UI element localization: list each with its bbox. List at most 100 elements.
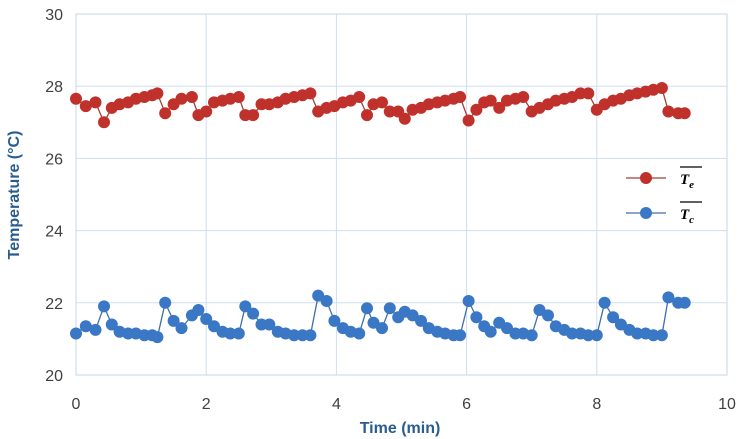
data-point-Tc <box>647 329 660 342</box>
data-point-Te <box>655 82 668 94</box>
data-point-Tc <box>320 295 333 307</box>
data-point-Te <box>517 91 530 103</box>
data-point-Tc <box>361 302 373 315</box>
data-point-Tc <box>263 318 276 331</box>
data-point-Te <box>383 105 396 118</box>
data-point-Tc <box>224 327 237 340</box>
y-tick-label: 20 <box>45 368 63 385</box>
data-point-Tc <box>200 313 213 325</box>
data-point-Tc <box>631 327 644 340</box>
data-point-Te <box>70 92 82 105</box>
data-point-Te <box>353 91 366 103</box>
legend-label-main: T <box>680 207 690 223</box>
data-point-Te <box>159 107 172 120</box>
x-tick-label: 10 <box>718 396 736 413</box>
data-point-Tc <box>542 309 554 322</box>
legend-marker <box>640 207 652 219</box>
data-point-Te <box>454 91 467 103</box>
x-tick-label: 8 <box>592 396 601 413</box>
gridlines <box>75 13 728 376</box>
x-axis-title: Time (min) <box>360 420 441 437</box>
data-point-Tc <box>239 300 252 313</box>
series-Te <box>70 82 691 129</box>
data-point-Tc <box>484 325 497 338</box>
data-point-Tc <box>462 295 475 307</box>
y-axis-title: Temperature (°C) <box>6 131 23 260</box>
data-point-Tc <box>590 329 603 342</box>
data-point-Tc <box>304 329 317 342</box>
data-point-Te <box>247 109 260 122</box>
y-tick-label: 30 <box>45 7 63 24</box>
data-point-Tc <box>232 327 245 340</box>
x-tick-label: 4 <box>332 396 341 413</box>
data-point-Te <box>79 100 92 113</box>
legend-label: Te <box>680 172 694 191</box>
data-point-Tc <box>383 302 396 315</box>
y-tick-label: 28 <box>45 79 63 96</box>
data-point-Te <box>89 96 102 109</box>
data-point-Tc <box>566 327 579 340</box>
data-point-Tc <box>105 318 118 331</box>
data-point-Tc <box>89 323 102 336</box>
plot-border <box>75 13 728 376</box>
data-point-Te <box>304 87 317 100</box>
data-point-Tc <box>607 311 620 324</box>
data-point-Tc <box>655 329 668 342</box>
data-point-Te <box>175 92 188 105</box>
series-Tc <box>70 289 691 344</box>
x-tick-label: 2 <box>202 396 211 413</box>
data-point-Te <box>232 91 245 103</box>
data-point-Te <box>200 105 213 118</box>
data-point-Te <box>361 109 373 122</box>
data-point-Tc <box>159 296 172 309</box>
data-point-Tc <box>614 318 627 331</box>
data-point-Te <box>678 107 691 120</box>
data-point-Te <box>484 94 497 107</box>
data-point-Tc <box>470 311 483 324</box>
y-tick-label: 24 <box>45 224 63 241</box>
data-point-Tc <box>662 291 675 304</box>
data-point-Tc <box>79 320 92 333</box>
data-point-Tc <box>376 322 388 335</box>
data-point-Te <box>470 103 483 116</box>
data-point-Te <box>398 112 411 125</box>
data-point-Te <box>662 105 675 118</box>
legend-label-sub: e <box>689 179 694 191</box>
data-point-Tc <box>328 314 341 327</box>
legend-label-sub: c <box>689 214 694 226</box>
x-tick-label: 6 <box>462 396 471 413</box>
data-point-Tc <box>175 322 188 335</box>
data-point-Tc <box>247 307 260 320</box>
data-point-Tc <box>533 304 546 316</box>
y-tick-label: 22 <box>45 296 63 313</box>
data-point-Tc <box>70 327 82 340</box>
data-point-Tc <box>678 296 691 309</box>
data-point-Tc <box>288 329 301 342</box>
legend-label-main: T <box>680 172 690 188</box>
legend-label: Tc <box>680 207 694 226</box>
data-point-Tc <box>415 314 427 327</box>
data-point-Tc <box>98 300 110 313</box>
x-tick-label: 0 <box>72 396 81 413</box>
data-point-Tc <box>353 327 366 340</box>
data-point-Te <box>98 116 110 129</box>
y-tick-label: 26 <box>45 151 63 168</box>
data-point-Te <box>462 114 475 127</box>
series-layer <box>70 82 691 344</box>
data-point-Te <box>151 87 164 100</box>
data-point-Tc <box>598 296 611 309</box>
data-point-Tc <box>192 304 205 316</box>
data-point-Te <box>185 91 198 103</box>
data-point-Tc <box>367 316 380 329</box>
data-point-Tc <box>151 331 164 344</box>
legend-marker <box>640 172 652 184</box>
data-point-Tc <box>525 329 538 342</box>
data-point-Te <box>582 87 595 100</box>
data-point-Tc <box>167 314 180 327</box>
data-point-Tc <box>208 320 220 333</box>
data-point-Tc <box>454 329 467 342</box>
data-point-Tc <box>582 329 595 342</box>
